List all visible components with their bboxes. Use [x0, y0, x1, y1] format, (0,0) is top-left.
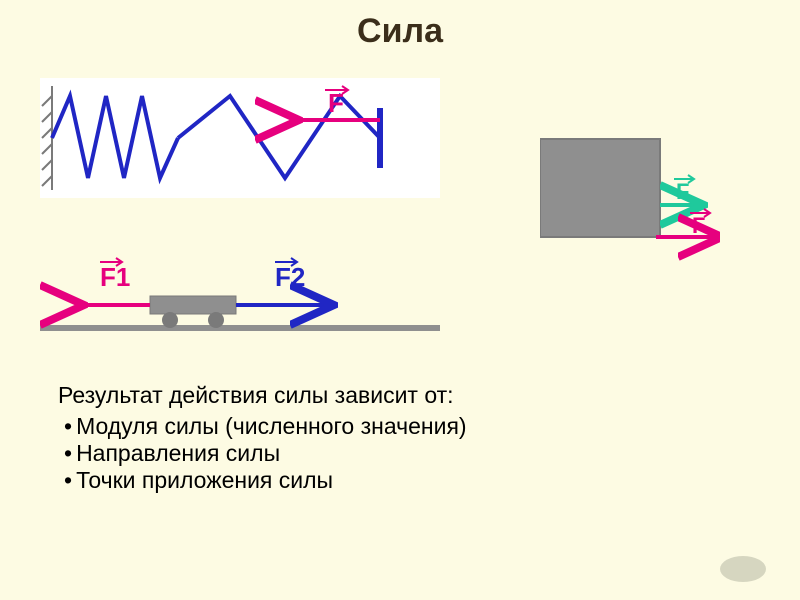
spring-diagram: F — [40, 78, 440, 198]
nav-indicator[interactable] — [720, 556, 766, 582]
bullet-item: Точки приложения силы — [64, 467, 467, 494]
description-lead: Результат действия силы зависит от: — [58, 382, 467, 409]
cart-diagram: F1 F2 — [40, 250, 440, 340]
spring-force-label: F — [328, 88, 344, 118]
block-diagram: F F — [540, 135, 720, 275]
block-force-red-label: F — [692, 213, 705, 238]
cart-f1-label: F1 — [100, 262, 130, 292]
bullet-item: Направления силы — [64, 440, 467, 467]
cart-f2-label: F2 — [275, 262, 305, 292]
block-force-teal-label: F — [676, 179, 689, 204]
description-block: Результат действия силы зависит от: Моду… — [58, 382, 467, 494]
bullet-item: Модуля силы (численного значения) — [64, 413, 467, 440]
page-title: Сила — [0, 12, 800, 51]
